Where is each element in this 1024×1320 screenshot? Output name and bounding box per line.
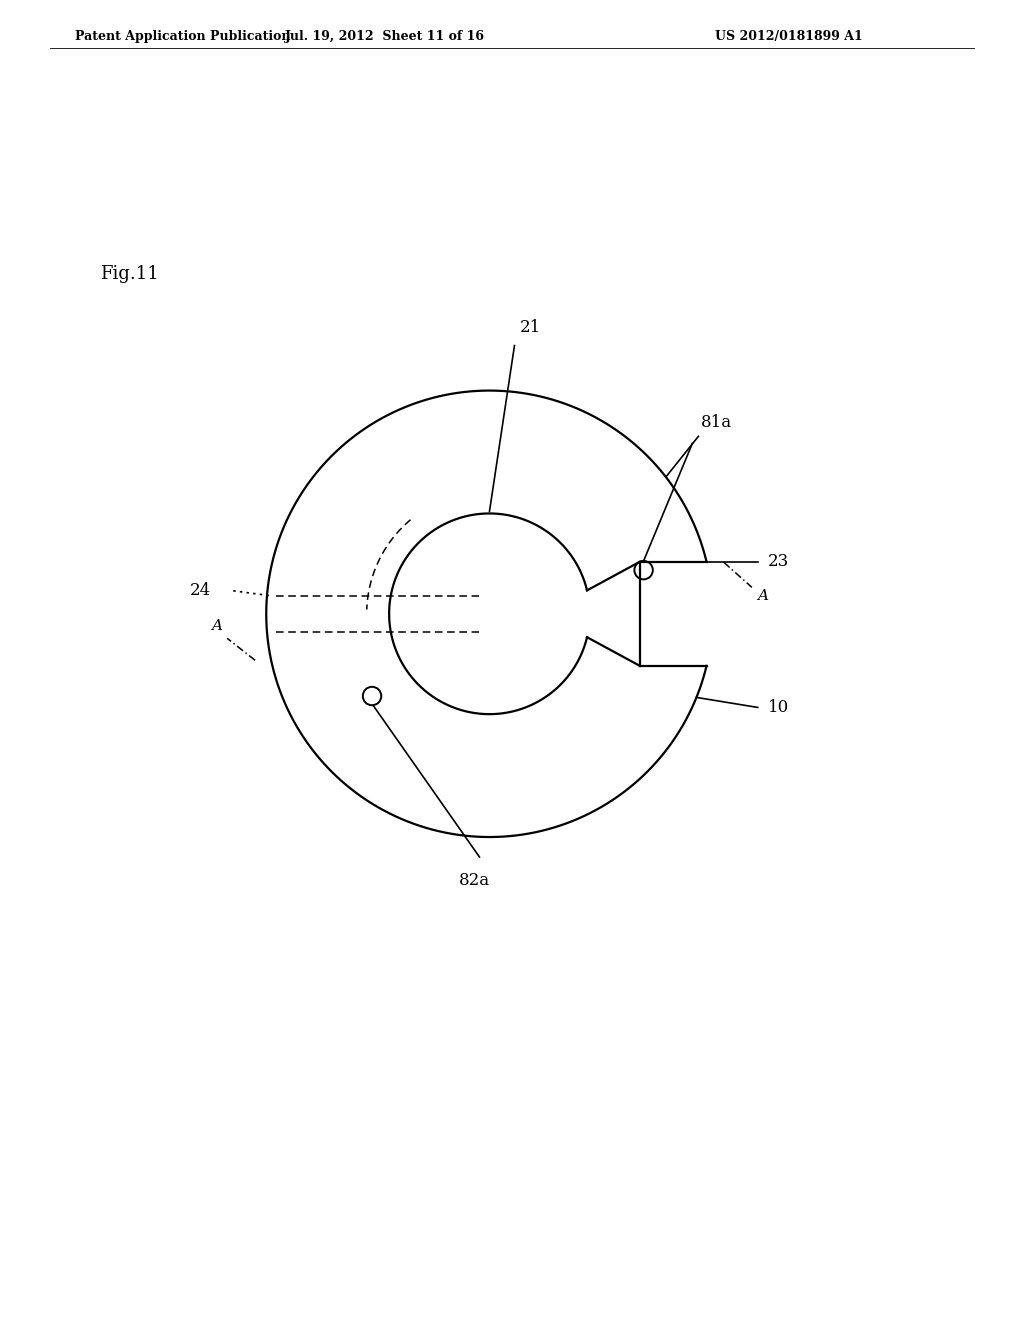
Text: 81a: 81a: [700, 414, 731, 432]
Text: US 2012/0181899 A1: US 2012/0181899 A1: [715, 30, 863, 44]
Text: 24: 24: [190, 582, 211, 599]
Text: 82a: 82a: [459, 873, 490, 890]
Text: 10: 10: [768, 698, 788, 715]
Text: 21: 21: [519, 318, 541, 335]
Text: Fig.11: Fig.11: [100, 265, 159, 282]
Text: 23: 23: [768, 553, 788, 570]
Text: Patent Application Publication: Patent Application Publication: [75, 30, 291, 44]
Text: A: A: [757, 589, 768, 603]
Text: A: A: [211, 619, 222, 634]
Text: Jul. 19, 2012  Sheet 11 of 16: Jul. 19, 2012 Sheet 11 of 16: [285, 30, 485, 44]
